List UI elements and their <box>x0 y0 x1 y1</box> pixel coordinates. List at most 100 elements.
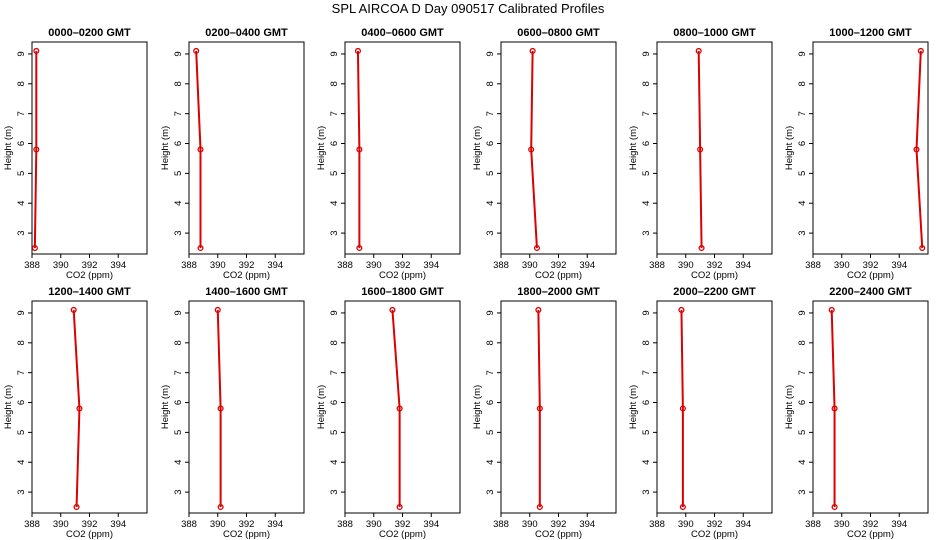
x-tick-label: 394 <box>735 519 751 530</box>
y-tick-label: 8 <box>329 340 340 345</box>
y-tick-label: 6 <box>485 141 496 146</box>
x-tick-label: 388 <box>805 260 821 271</box>
y-axis-label: Height (m) <box>784 126 795 170</box>
x-axis-label: CO2 (ppm) <box>223 270 270 281</box>
profile-point <box>679 405 686 412</box>
profile-point <box>197 146 204 153</box>
y-tick-label: 9 <box>641 310 652 315</box>
y-tick-label: 8 <box>485 81 496 86</box>
profile-point <box>73 503 80 511</box>
y-tick-label: 6 <box>173 141 184 146</box>
profile-point <box>197 244 204 252</box>
profile-point <box>917 47 924 55</box>
x-tick-label: 388 <box>337 260 353 271</box>
y-tick-label: 6 <box>329 141 340 146</box>
x-tick-label: 394 <box>110 260 126 271</box>
y-tick-label: 5 <box>797 430 808 435</box>
profile-point <box>214 306 221 314</box>
y-axis-label: Height (m) <box>316 126 327 170</box>
x-tick-label: 388 <box>24 260 40 271</box>
profile-point <box>354 47 361 55</box>
x-axis-label: CO2 (ppm) <box>535 270 582 281</box>
y-axis-label: Height (m) <box>3 126 14 170</box>
profile-point <box>697 146 704 153</box>
x-tick-label: 390 <box>834 260 850 271</box>
panel-8: 1400–1600 GMT 388 390 392 394 3 4 5 6 7 8 9 CO2 (ppm… <box>160 286 305 540</box>
x-tick-label: 392 <box>395 519 411 530</box>
y-tick-label: 8 <box>329 81 340 86</box>
y-tick-label: 5 <box>329 171 340 176</box>
panel-title: 0800–1000 GMT <box>673 27 756 39</box>
panel-6: 1000–1200 GMT 388 390 392 394 3 4 5 6 7 8 9 CO2 (ppm… <box>784 27 929 281</box>
y-tick-label: 4 <box>173 460 184 465</box>
panel-title: 2000–2200 GMT <box>673 286 756 298</box>
y-tick-label: 5 <box>485 430 496 435</box>
y-tick-label: 4 <box>329 460 340 465</box>
profile-line <box>915 50 924 249</box>
plot-frame <box>31 41 148 255</box>
y-tick-label: 7 <box>329 111 340 116</box>
panel-4: 0600–0800 GMT 388 390 392 394 3 4 5 6 7 8 9 CO2 (ppm… <box>472 27 617 281</box>
panel-12: 2200–2400 GMT 388 390 392 394 3 4 5 6 7 8 9 CO2 (ppm… <box>784 286 929 540</box>
y-tick-label: 7 <box>641 370 652 375</box>
y-tick-label: 4 <box>485 460 496 465</box>
y-tick-label: 4 <box>641 201 652 206</box>
x-tick-label: 394 <box>423 519 439 530</box>
x-tick-label: 390 <box>210 260 226 271</box>
x-tick-label: 394 <box>267 519 283 530</box>
profile-line <box>697 50 703 249</box>
plot-frame <box>31 300 148 514</box>
plot-frame <box>812 41 929 255</box>
y-tick-label: 7 <box>16 370 27 375</box>
y-tick-label: 3 <box>641 230 652 235</box>
profile-point <box>389 306 396 314</box>
x-axis-label: CO2 (ppm) <box>66 529 113 540</box>
x-tick-label: 392 <box>863 260 879 271</box>
y-tick-label: 6 <box>641 400 652 405</box>
y-tick-label: 7 <box>797 111 808 116</box>
profile-point <box>396 405 403 412</box>
y-tick-label: 6 <box>641 141 652 146</box>
profile-point <box>217 503 224 511</box>
x-tick-label: 392 <box>863 519 879 530</box>
y-axis-label: Height (m) <box>472 126 483 170</box>
profile-point <box>70 306 77 314</box>
profile-point <box>528 146 535 153</box>
profile-line <box>537 309 541 508</box>
y-axis-label: Height (m) <box>160 126 171 170</box>
panel-9: 1600–1800 GMT 388 390 392 394 3 4 5 6 7 8 9 CO2 (ppm… <box>316 286 461 540</box>
y-tick-label: 9 <box>485 51 496 56</box>
panel-title: 0600–0800 GMT <box>517 27 600 39</box>
x-axis-label: CO2 (ppm) <box>691 529 738 540</box>
panel-title: 0400–0600 GMT <box>361 27 444 39</box>
y-tick-label: 5 <box>641 430 652 435</box>
y-tick-label: 4 <box>16 460 27 465</box>
x-tick-label: 390 <box>834 519 850 530</box>
x-tick-label: 390 <box>210 519 226 530</box>
panel-2: 0200–0400 GMT 388 390 392 394 3 4 5 6 7 8 9 CO2 (ppm… <box>160 27 305 281</box>
y-tick-label: 4 <box>329 201 340 206</box>
profile-line <box>356 50 361 249</box>
x-axis-label: CO2 (ppm) <box>379 270 426 281</box>
profile-point <box>913 146 920 153</box>
y-tick-label: 7 <box>173 111 184 116</box>
profile-point <box>193 47 200 55</box>
panel-title: 0200–0400 GMT <box>205 27 288 39</box>
y-axis-label: Height (m) <box>316 385 327 429</box>
plot-frame <box>812 300 929 514</box>
x-axis-label: CO2 (ppm) <box>847 270 894 281</box>
panel-11: 2000–2200 GMT 388 390 392 394 3 4 5 6 7 8 9 CO2 (ppm… <box>628 286 773 540</box>
y-tick-label: 5 <box>797 171 808 176</box>
y-tick-label: 8 <box>641 81 652 86</box>
panel-title: 1200–1400 GMT <box>48 286 131 298</box>
y-tick-label: 8 <box>173 81 184 86</box>
profile-point <box>536 503 543 511</box>
y-tick-label: 7 <box>16 111 27 116</box>
profile-line <box>72 309 81 508</box>
profile-point <box>33 47 40 55</box>
y-tick-label: 6 <box>797 141 808 146</box>
panel-7: 1200–1400 GMT 388 390 392 394 3 4 5 6 7 8 9 CO2 (ppm… <box>3 286 148 540</box>
x-tick-label: 394 <box>267 260 283 271</box>
y-tick-label: 3 <box>485 230 496 235</box>
